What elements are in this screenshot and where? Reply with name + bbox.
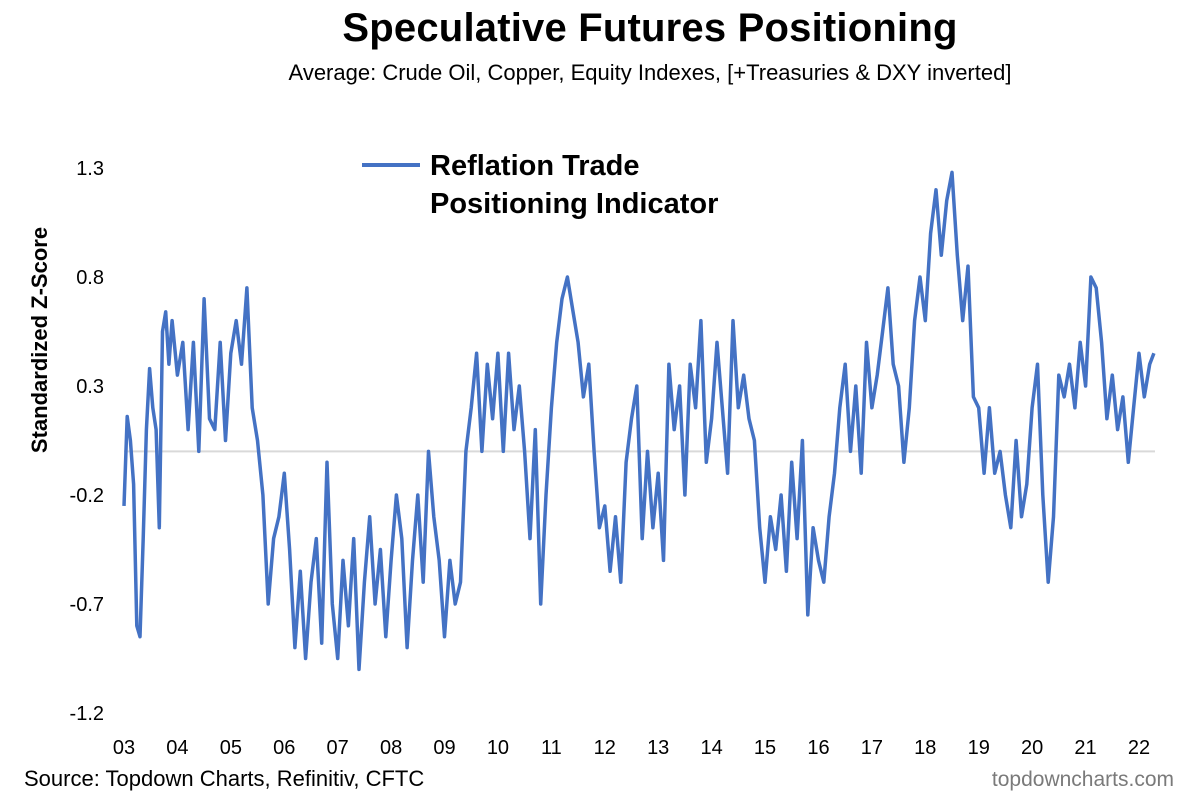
x-tick-label: 17 bbox=[861, 737, 883, 759]
x-tick-label: 04 bbox=[166, 737, 188, 759]
source-note: Source: Topdown Charts, Refinitiv, CFTC bbox=[24, 766, 425, 791]
x-tick-label: 05 bbox=[220, 737, 242, 759]
x-tick-label: 13 bbox=[647, 737, 669, 759]
x-tick-label: 21 bbox=[1074, 737, 1096, 759]
series-line bbox=[122, 170, 1156, 672]
y-tick-label: 0.3 bbox=[76, 376, 104, 398]
x-tick-label: 19 bbox=[968, 737, 990, 759]
x-tick-label: 14 bbox=[700, 737, 722, 759]
series-group bbox=[122, 170, 1156, 672]
y-tick-label: -0.2 bbox=[70, 485, 104, 507]
x-tick-label: 18 bbox=[914, 737, 936, 759]
chart-subtitle: Average: Crude Oil, Copper, Equity Index… bbox=[288, 60, 1012, 85]
legend: Reflation Trade Positioning Indicator bbox=[362, 150, 718, 220]
x-tick-label: 10 bbox=[487, 737, 509, 759]
chart-title: Speculative Futures Positioning bbox=[342, 6, 958, 50]
x-tick-label: 11 bbox=[541, 737, 562, 759]
x-tick-label: 09 bbox=[433, 737, 455, 759]
y-axis-ticks: 1.3 0.8 0.3 -0.2 -0.7 -1.2 bbox=[70, 158, 104, 725]
brand-watermark: topdowncharts.com bbox=[991, 768, 1174, 791]
x-tick-label: 12 bbox=[594, 737, 616, 759]
x-tick-label: 06 bbox=[273, 737, 295, 759]
y-tick-label: 1.3 bbox=[76, 158, 104, 180]
x-tick-label: 20 bbox=[1021, 737, 1043, 759]
y-tick-label: -0.7 bbox=[70, 594, 104, 616]
x-tick-label: 22 bbox=[1128, 737, 1150, 759]
y-tick-label: -1.2 bbox=[70, 703, 104, 725]
x-tick-label: 08 bbox=[380, 737, 402, 759]
x-axis-ticks: 03 04 05 06 07 08 09 10 11 12 13 14 15 16 17 18 19 20 21 22 bbox=[113, 737, 1150, 759]
y-tick-label: 0.8 bbox=[76, 267, 104, 289]
legend-label: Reflation Trade Positioning Indicator bbox=[430, 150, 718, 220]
x-tick-label: 07 bbox=[327, 737, 349, 759]
x-tick-label: 16 bbox=[807, 737, 829, 759]
y-axis-label: Standardized Z-Score bbox=[27, 227, 52, 453]
x-tick-label: 15 bbox=[754, 737, 776, 759]
x-tick-label: 03 bbox=[113, 737, 135, 759]
